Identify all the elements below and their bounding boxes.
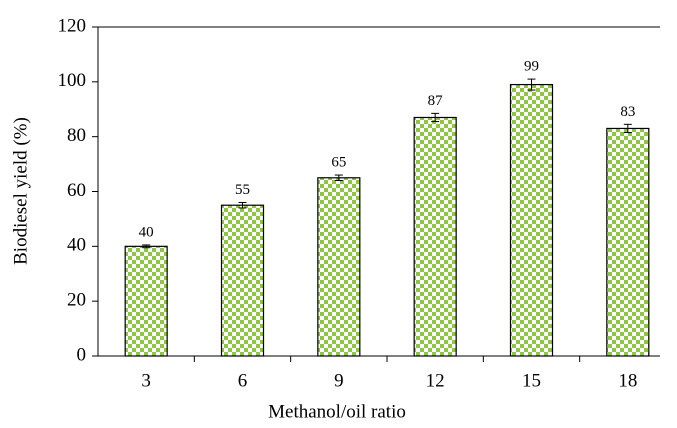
- bar: [509, 83, 554, 357]
- data-label: 40: [139, 224, 154, 240]
- bar: [606, 127, 650, 357]
- x-tick-label: 15: [522, 370, 541, 391]
- data-label: 83: [620, 104, 635, 120]
- x-tick-label: 12: [426, 370, 445, 391]
- bar: [317, 177, 361, 357]
- y-tick-label: 20: [67, 290, 86, 311]
- x-tick-label: 3: [141, 370, 151, 391]
- bar: [220, 204, 265, 357]
- data-label: 55: [235, 182, 250, 198]
- y-tick-label: 60: [67, 180, 86, 201]
- bar: [124, 245, 168, 357]
- data-label: 99: [524, 59, 539, 75]
- y-tick-label: 80: [67, 125, 86, 146]
- data-label: 65: [331, 154, 346, 170]
- bar: [413, 116, 457, 357]
- x-axis-label: Methanol/oil ratio: [268, 401, 406, 422]
- y-tick-label: 120: [58, 15, 87, 36]
- y-tick-label: 0: [77, 344, 87, 365]
- data-label: 87: [428, 93, 444, 109]
- y-tick-label: 40: [67, 235, 86, 256]
- x-tick-label: 9: [334, 370, 344, 391]
- x-tick-label: 18: [618, 370, 637, 391]
- y-axis-label: Biodiesel yield (%): [10, 117, 31, 265]
- x-tick-label: 6: [238, 370, 248, 391]
- y-tick-label: 100: [58, 70, 87, 91]
